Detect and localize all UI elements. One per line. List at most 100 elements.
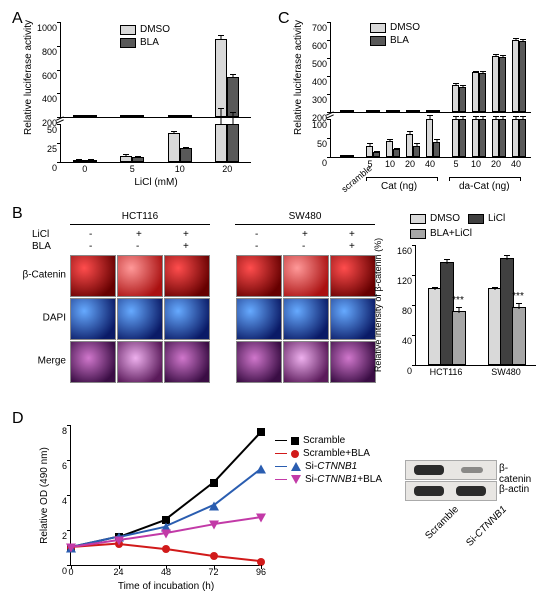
treat-row-label: BLA [32, 241, 51, 252]
bar [426, 110, 433, 112]
bar [452, 119, 459, 157]
bar [479, 73, 486, 112]
blot-bactin [405, 481, 497, 501]
bar [347, 110, 354, 112]
micrograph [330, 298, 376, 340]
data-marker [210, 479, 218, 487]
bar [479, 119, 486, 157]
bar [413, 146, 420, 157]
bar [393, 149, 400, 157]
legend-item: Scramble [275, 435, 382, 446]
panel-label-a: A [12, 10, 23, 28]
xtick: 40 [425, 157, 435, 169]
treat-sign: + [183, 241, 189, 252]
bar [472, 72, 479, 112]
ytick: 500 [312, 59, 331, 69]
xtick: SW480 [491, 365, 521, 377]
bar [340, 155, 347, 157]
bar [85, 115, 97, 117]
ytick: 600 [42, 71, 61, 81]
series-line [166, 548, 214, 556]
blot-lane-si: Si-CTNNB1 [464, 504, 509, 549]
ytick: 160 [397, 246, 416, 256]
bar [227, 124, 239, 162]
treat-sign: - [255, 229, 258, 240]
panel-a-xlabel: LiCl (mM) [61, 162, 251, 188]
cellline-sw480: SW480 [289, 211, 322, 222]
data-marker [161, 529, 171, 538]
bar [492, 119, 499, 157]
swatch-b-dmso [410, 214, 426, 224]
bar [386, 110, 393, 112]
row-label: Merge [38, 356, 70, 367]
bar [215, 39, 227, 117]
bar [452, 85, 459, 112]
bracket-cat [366, 177, 438, 178]
bar [499, 119, 506, 157]
treat-sign: - [136, 241, 139, 252]
bar [519, 119, 526, 157]
blot-lane-scramble: Scramble [423, 504, 461, 542]
cellline-hct116: HCT116 [122, 211, 159, 222]
bar [120, 115, 132, 117]
data-marker [162, 545, 170, 553]
bar [347, 155, 354, 157]
micrograph [236, 255, 282, 297]
bar [459, 119, 466, 157]
treat-sign: + [302, 229, 308, 240]
panel-label-c: C [278, 10, 290, 28]
micrograph [330, 341, 376, 383]
bar [366, 146, 373, 157]
panel-a-lower: 0 25 50 051020 [60, 124, 251, 163]
xtick: 20 [405, 157, 415, 169]
panel-b-images: HCT116 SW480 LiCl-++-++BLA--+--+ β-Caten… [70, 215, 380, 390]
xtick: 10 [385, 157, 395, 169]
xtick: 40 [511, 157, 521, 169]
treat-sign: + [136, 229, 142, 240]
ytick: 6 [62, 461, 71, 471]
dchart-area: Relative OD (490 nm) 0 2 4 6 8 0 24 48 7… [70, 425, 261, 566]
micrograph [283, 341, 329, 383]
data-marker [256, 464, 266, 473]
micrograph [117, 341, 163, 383]
panel-c-upper: Relative luciferase activity 200 300 400… [330, 22, 531, 113]
micrograph [236, 341, 282, 383]
micrograph [70, 298, 116, 340]
ytick: 800 [42, 47, 61, 57]
legend-b-licl: LiCl [488, 213, 505, 224]
legend-item: Si-CTNNB1+BLA [275, 474, 382, 485]
bar [373, 110, 380, 112]
row-label: DAPI [43, 313, 70, 324]
ytick: 50 [317, 139, 331, 149]
ytick: 4 [62, 496, 71, 506]
series-line [166, 523, 214, 533]
legend-item: Scramble+BLA [275, 448, 382, 459]
legend-text: Scramble+BLA [303, 448, 370, 459]
xtick: 5 [453, 157, 458, 169]
ytick: 1000 [37, 23, 61, 33]
data-marker [210, 552, 218, 560]
micrograph [164, 255, 210, 297]
ytick: 0 [322, 158, 331, 168]
ytick: 400 [312, 77, 331, 87]
bar [519, 41, 526, 112]
panel-label-d: D [12, 410, 24, 428]
group-cat: Cat (ng) [381, 181, 417, 192]
treat-sign: + [349, 229, 355, 240]
micrograph [283, 298, 329, 340]
legend-text: Si-CTNNB1+BLA [305, 474, 382, 485]
treat-row-label: LiCl [32, 229, 49, 240]
bar [492, 56, 499, 112]
panel-a-chart: DMSO BLA Relative luciferase activity 20… [60, 22, 250, 162]
bar [386, 141, 393, 157]
panel-d-legend: Scramble Scramble+BLA Si-CTNNB1 Si-CTNNB… [275, 435, 382, 487]
blot-label-bcat: β-catenin [499, 463, 535, 485]
ytick: 0 [407, 366, 416, 376]
treat-sign: + [183, 229, 189, 240]
ytick: 2 [62, 531, 71, 541]
bar [406, 134, 413, 157]
bar [373, 152, 380, 157]
dchart-xlabel: Time of incubation (h) [71, 565, 261, 592]
xtick: 5 [367, 157, 372, 169]
panel-c-lower: 0 50 100 [330, 119, 531, 158]
